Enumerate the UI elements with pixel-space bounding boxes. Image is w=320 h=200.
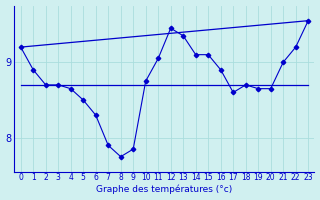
X-axis label: Graphe des températures (°c): Graphe des températures (°c) bbox=[96, 185, 233, 194]
